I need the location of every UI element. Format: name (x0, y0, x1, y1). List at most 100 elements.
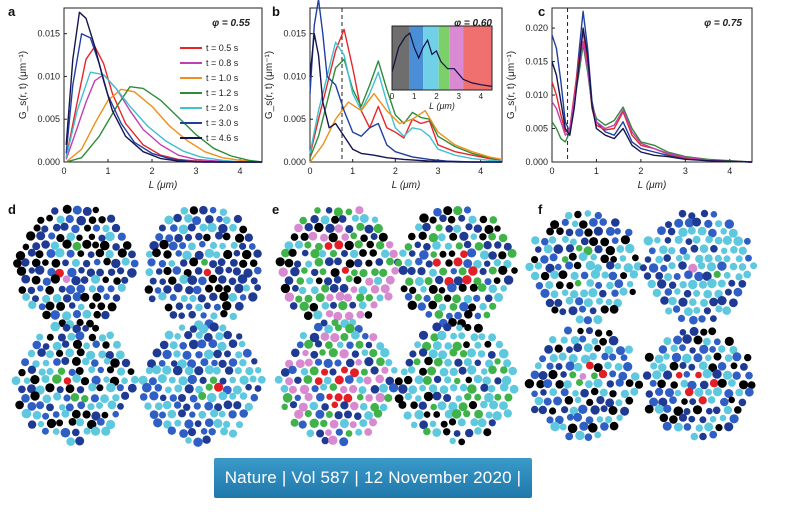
particle (303, 375, 313, 384)
particle (474, 359, 482, 367)
particle (728, 228, 738, 238)
particle (304, 241, 312, 249)
particle (735, 388, 744, 397)
particle (565, 432, 574, 441)
particle (712, 406, 721, 415)
particle (462, 275, 472, 285)
particle (449, 437, 456, 445)
particle (371, 216, 379, 223)
particle (608, 335, 619, 346)
particle (292, 284, 299, 292)
particle (159, 411, 166, 419)
particle (107, 268, 116, 276)
particle (106, 382, 116, 393)
particle (554, 344, 563, 353)
particle (568, 306, 578, 316)
particle (464, 310, 473, 319)
particle (42, 394, 52, 404)
particle (127, 368, 135, 375)
particle (46, 214, 53, 222)
particle (215, 332, 224, 341)
particle (178, 324, 186, 331)
particle (689, 298, 697, 307)
y-tick-label: 0.020 (525, 23, 548, 33)
particle (694, 387, 704, 397)
y-axis-label: G_s(r, t) (μm⁻¹) (506, 51, 517, 119)
particle (239, 294, 247, 301)
particle (339, 349, 349, 359)
particle (80, 377, 90, 386)
particle (565, 361, 575, 371)
particle (434, 310, 444, 319)
particle (422, 375, 432, 385)
particle (705, 235, 713, 244)
inset-x-axis-label: L (μm) (429, 101, 455, 111)
particle (244, 233, 253, 242)
x-tick-label: 0 (549, 166, 554, 176)
particle (722, 235, 733, 245)
particle (465, 223, 473, 231)
particle (611, 289, 619, 297)
particle (534, 362, 542, 370)
particle (145, 250, 153, 258)
particle (217, 258, 226, 267)
particle (206, 392, 217, 403)
particle (717, 261, 727, 271)
particle (728, 379, 736, 387)
particle (28, 300, 37, 310)
particle (453, 430, 461, 437)
particle (540, 255, 549, 264)
particle (235, 351, 243, 359)
particle (663, 404, 672, 413)
particle (722, 306, 731, 315)
particle (546, 362, 554, 370)
particle (400, 368, 408, 376)
particle (180, 295, 188, 302)
particle (470, 418, 479, 427)
particle-disc-1 (144, 205, 262, 330)
particle (204, 401, 214, 411)
particle (370, 366, 379, 375)
particle (154, 384, 163, 392)
particle (561, 218, 569, 226)
particle (76, 318, 84, 327)
particle (643, 272, 652, 280)
particle (379, 383, 388, 393)
particle (167, 426, 176, 435)
particle (714, 236, 723, 245)
particle (350, 232, 358, 240)
particle (625, 379, 634, 387)
particle (570, 290, 579, 299)
particle (531, 256, 539, 264)
particle (590, 405, 600, 415)
particle (664, 288, 673, 296)
particle (228, 410, 237, 419)
particle (238, 340, 246, 348)
particle (334, 257, 342, 266)
particle (157, 374, 167, 384)
particle (648, 247, 656, 255)
particle (593, 315, 603, 325)
particle (284, 258, 294, 268)
particle (75, 436, 85, 446)
particle (404, 375, 413, 385)
legend-label: t = 0.5 s (206, 43, 239, 53)
particle (169, 341, 178, 350)
particle (142, 382, 152, 393)
particle (217, 341, 227, 351)
particle (555, 263, 562, 271)
inset-band-3 (438, 26, 450, 90)
particle (345, 323, 355, 334)
phi-annotation: φ = 0.60 (454, 18, 492, 29)
chart-c-frame (551, 7, 753, 163)
particle (77, 303, 85, 311)
particle (36, 333, 44, 341)
particle (349, 301, 357, 309)
particle (444, 409, 454, 419)
particle (224, 366, 234, 375)
particle (63, 377, 72, 385)
particle (649, 379, 657, 387)
particle (667, 227, 676, 236)
particle (453, 224, 462, 233)
